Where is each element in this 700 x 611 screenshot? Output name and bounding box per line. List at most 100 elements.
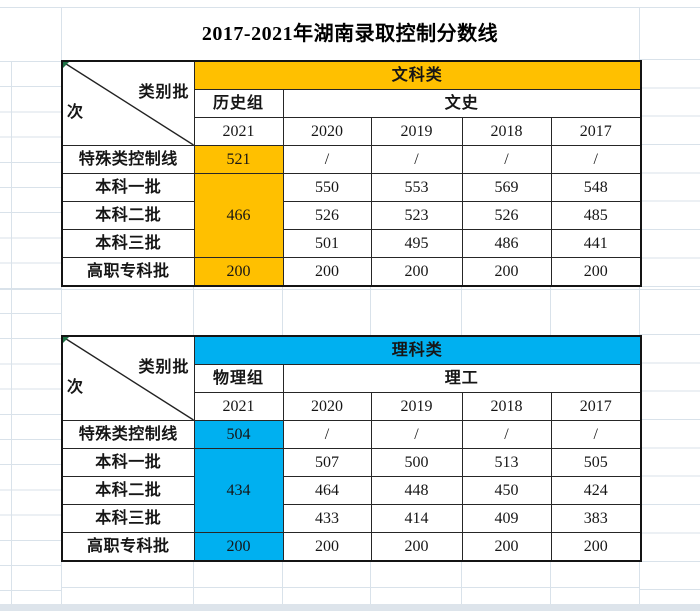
year-header-cell[interactable]: 2019 <box>370 392 463 421</box>
group-2021-header-cell[interactable]: 物理组 <box>193 364 284 393</box>
score-value-cell[interactable]: 486 <box>461 229 552 258</box>
score-value-cell[interactable]: / <box>461 145 552 174</box>
score-value-cell[interactable]: 200 <box>550 532 642 562</box>
table-row: 本科三批 433 414 409 383 <box>61 504 642 533</box>
score-2021-cell[interactable]: 466 <box>193 173 284 258</box>
score-value-cell[interactable]: 507 <box>282 448 372 477</box>
liberal-arts-score-table-wrap: 类别批次文科类 历史组 文史 2021 2020 2019 2018 2017 特殊类控制线 52… <box>61 60 643 287</box>
row-label-cell[interactable]: 本科一批 <box>61 448 195 477</box>
table-row: 特殊类控制线 521// / / <box>61 145 642 174</box>
header-row-category: 类别批次文科类 <box>61 60 642 146</box>
row-label-cell[interactable]: 本科二批 <box>61 201 195 230</box>
year-header-cell[interactable]: 2017 <box>550 117 642 146</box>
score-value-cell[interactable]: 424 <box>550 476 642 505</box>
table-row: 高职专科批 200 200 200 200 200 <box>61 257 642 287</box>
score-value-cell[interactable]: / <box>550 145 642 174</box>
diagonal-header-cell[interactable]: 类别批次 <box>61 335 195 421</box>
score-value-cell[interactable]: / <box>282 145 372 174</box>
score-2021-cell[interactable]: 521 <box>193 145 284 174</box>
diagonal-line <box>63 337 194 420</box>
score-value-cell[interactable]: 409 <box>461 504 552 533</box>
score-value-cell[interactable]: 448 <box>370 476 463 505</box>
score-value-cell[interactable]: 501 <box>282 229 372 258</box>
green-corner-indicator <box>63 337 69 343</box>
corner-label-batch: 次 <box>67 104 84 121</box>
table-row: 本科三批 501 495 486 441 <box>61 229 642 258</box>
score-value-cell[interactable]: 414 <box>370 504 463 533</box>
header-row-group: 物理组 理工 <box>62 364 642 393</box>
score-value-cell[interactable]: 441 <box>550 229 642 258</box>
subject-header-cell[interactable]: 理工 <box>282 364 642 393</box>
score-value-cell[interactable]: 200 <box>370 257 463 287</box>
diagonal-header-cell[interactable]: 类别批次 <box>61 60 195 146</box>
score-2021-cell[interactable]: 200 <box>193 257 284 287</box>
corner-label-category: 类别批 <box>138 359 190 376</box>
table-row: 本科一批 434 507 500 513 505 <box>61 448 642 533</box>
score-value-cell[interactable]: 200 <box>282 257 372 287</box>
row-label-cell[interactable]: 本科一批 <box>61 173 195 202</box>
row-label-cell[interactable]: 高职专科批 <box>61 532 195 562</box>
score-value-cell[interactable]: 200 <box>282 532 372 562</box>
score-value-cell[interactable]: 526 <box>461 201 552 230</box>
year-header-cell[interactable]: 2017 <box>550 392 642 421</box>
year-header-cell[interactable]: 2020 <box>282 392 372 421</box>
page-title: 2017-2021年湖南录取控制分数线 <box>201 23 499 45</box>
row-label-cell[interactable]: 特殊类控制线 <box>61 145 195 174</box>
corner-label-batch: 次 <box>67 379 84 396</box>
row-label-cell[interactable]: 高职专科批 <box>61 257 195 287</box>
score-2021-cell[interactable]: 504 <box>193 420 284 449</box>
subject-header-cell[interactable]: 文史 <box>282 89 642 118</box>
liberal-arts-score-table: 类别批次文科类 历史组 文史 2021 2020 2019 2018 2017 特殊类控制线 52… <box>61 60 643 287</box>
score-value-cell[interactable]: 200 <box>461 257 552 287</box>
score-2021-cell[interactable]: 434 <box>193 448 284 533</box>
score-value-cell[interactable]: / <box>282 420 372 449</box>
table-row: 特殊类控制线 504// / / <box>61 420 642 449</box>
score-value-cell[interactable]: 200 <box>550 257 642 287</box>
score-value-cell[interactable]: 433 <box>282 504 372 533</box>
header-row-category: 类别批次理科类 <box>61 335 642 421</box>
row-label-cell[interactable]: 特殊类控制线 <box>61 420 195 449</box>
year-header-cell[interactable]: 2021 <box>193 392 284 421</box>
score-value-cell[interactable]: 200 <box>461 532 552 562</box>
corner-label-category: 类别批 <box>138 84 190 101</box>
row-label-cell[interactable]: 本科二批 <box>61 476 195 505</box>
score-value-cell[interactable]: / <box>550 420 642 449</box>
score-value-cell[interactable]: 450 <box>461 476 552 505</box>
year-header-cell[interactable]: 2020 <box>282 117 372 146</box>
score-2021-cell[interactable]: 200 <box>193 532 284 562</box>
score-value-cell[interactable]: 569 <box>461 173 552 202</box>
score-value-cell[interactable]: 505 <box>550 448 642 477</box>
year-header-cell[interactable]: 2019 <box>370 117 463 146</box>
category-header-cell[interactable]: 理科类 <box>193 335 642 365</box>
score-value-cell[interactable]: 485 <box>550 201 642 230</box>
score-value-cell[interactable]: 548 <box>550 173 642 202</box>
score-value-cell[interactable]: 500 <box>370 448 463 477</box>
score-value-cell[interactable]: 553 <box>370 173 463 202</box>
score-value-cell[interactable]: 495 <box>370 229 463 258</box>
category-header-cell[interactable]: 文科类 <box>193 60 642 90</box>
sheet-gridline <box>0 289 700 290</box>
score-value-cell[interactable]: / <box>461 420 552 449</box>
group-2021-header-cell[interactable]: 历史组 <box>193 89 284 118</box>
sheet-bottom-edge <box>0 604 700 611</box>
science-score-table-wrap: 类别批次理科类 物理组 理工 2021 2020 2019 2018 2017 特殊类控制线 50… <box>61 335 643 562</box>
sheet-gridline <box>11 61 12 608</box>
row-label-cell[interactable]: 本科三批 <box>61 504 195 533</box>
score-value-cell[interactable]: 526 <box>282 201 372 230</box>
science-score-table: 类别批次理科类 物理组 理工 2021 2020 2019 2018 2017 特殊类控制线 50… <box>61 335 643 562</box>
sheet-gridlines-right-bottom <box>640 334 700 596</box>
score-value-cell[interactable]: 513 <box>461 448 552 477</box>
year-header-cell[interactable]: 2018 <box>461 117 552 146</box>
score-value-cell[interactable]: / <box>370 420 463 449</box>
score-value-cell[interactable]: 523 <box>370 201 463 230</box>
score-value-cell[interactable]: / <box>370 145 463 174</box>
table-row: 本科二批 526 523 526 485 <box>61 201 642 230</box>
year-header-cell[interactable]: 2021 <box>193 117 284 146</box>
score-value-cell[interactable]: 550 <box>282 173 372 202</box>
score-value-cell[interactable]: 464 <box>282 476 372 505</box>
score-value-cell[interactable]: 200 <box>370 532 463 562</box>
year-header-cell[interactable]: 2018 <box>461 392 552 421</box>
score-value-cell[interactable]: 383 <box>550 504 642 533</box>
row-label-cell[interactable]: 本科三批 <box>61 229 195 258</box>
